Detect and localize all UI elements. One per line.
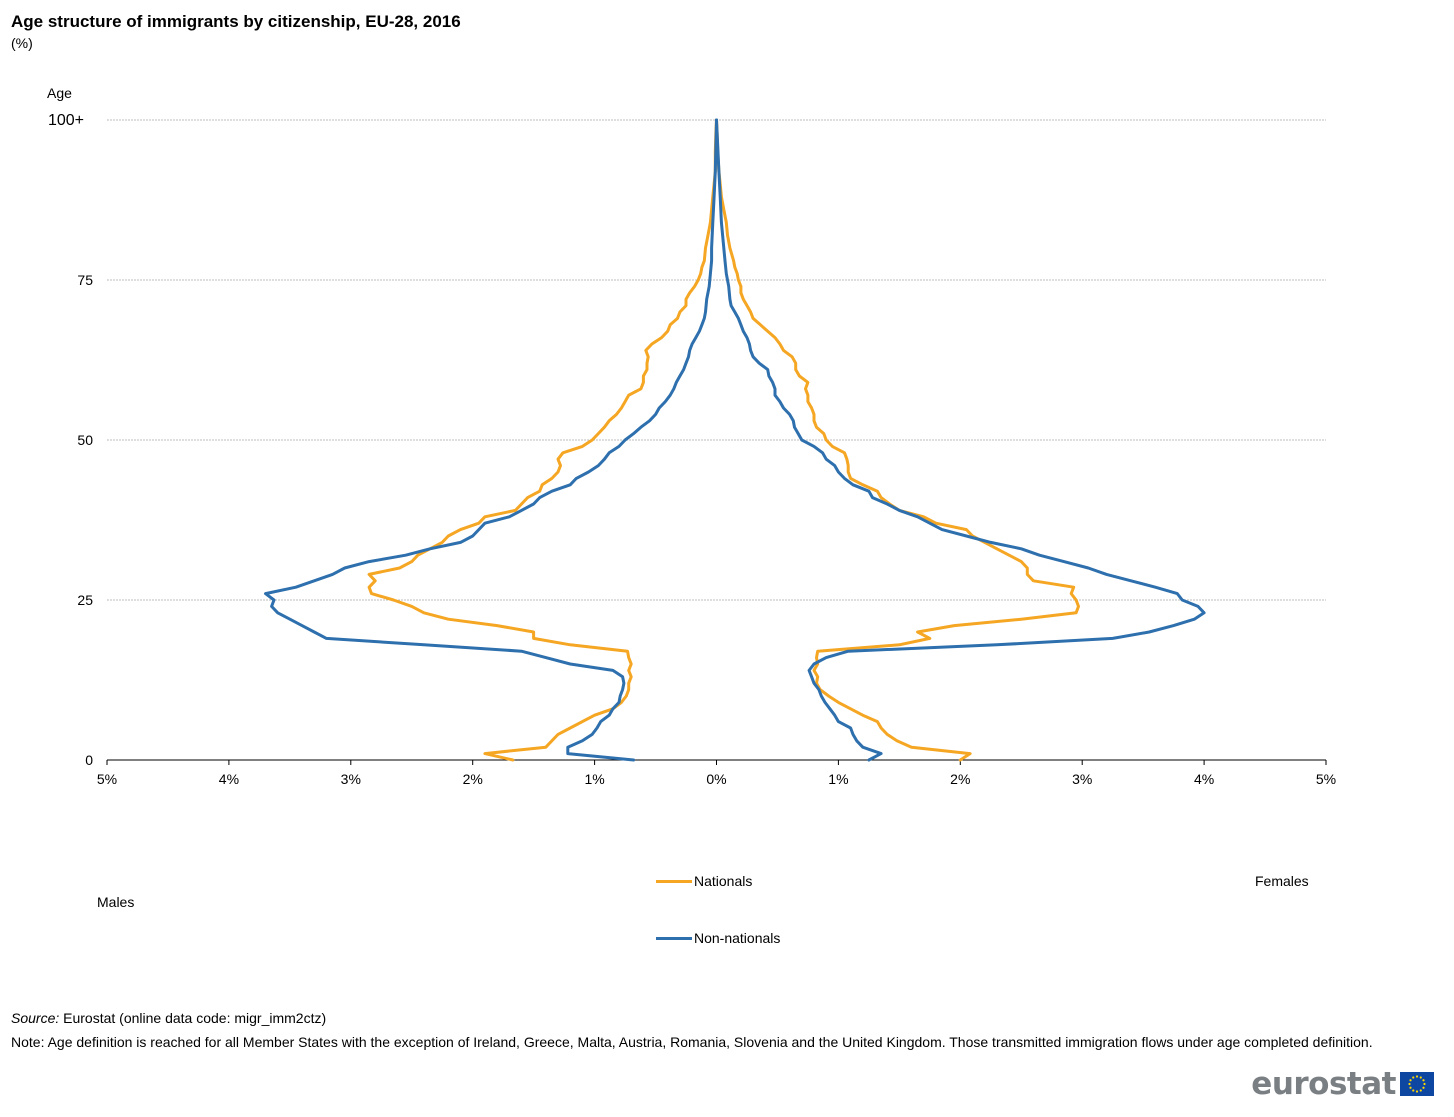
flag-star	[1412, 1076, 1415, 1079]
x-tick-label-10: 5%	[1316, 771, 1336, 787]
x-tick-label-7: 2%	[950, 771, 970, 787]
legend-item-nationals[interactable]: Nationals	[656, 873, 752, 889]
legend-swatch-non-nationals	[656, 936, 692, 940]
flag-star	[1419, 1089, 1422, 1092]
flag-star	[1408, 1082, 1411, 1086]
eurostat-logo: eurostat	[1251, 1066, 1434, 1102]
flag-star	[1422, 1079, 1425, 1082]
females-label: Females	[1255, 873, 1309, 889]
gridlines	[107, 119, 1326, 601]
flag-star	[1419, 1076, 1422, 1079]
chart-title: Age structure of immigrants by citizensh…	[11, 12, 461, 31]
x-tick-label-6: 1%	[828, 771, 848, 787]
series-line-nationals-females	[715, 118, 1080, 762]
note-text: Note: Age definition is reached for all …	[11, 1034, 1373, 1050]
x-tick-label-5: 0%	[706, 771, 726, 787]
series-line-non-nationals-males	[264, 118, 718, 762]
x-tick-label-0: 5%	[97, 771, 117, 787]
flag-star	[1415, 1090, 1419, 1093]
flag-star	[1415, 1075, 1419, 1078]
flag-star	[1409, 1086, 1412, 1089]
males-label: Males	[97, 894, 135, 910]
legend-label-non-nationals: Non-nationals	[694, 930, 781, 946]
eurostat-wordmark: eurostat	[1251, 1066, 1396, 1102]
source-line: Source: Eurostat (online data code: migr…	[11, 1010, 326, 1026]
x-tick-label-2: 3%	[341, 771, 361, 787]
y-tick-label-50: 50	[77, 432, 93, 448]
flag-star	[1422, 1086, 1425, 1089]
x-tick-label-4: 1%	[584, 771, 604, 787]
flag-star	[1409, 1079, 1412, 1082]
source-label: Source:	[11, 1010, 60, 1026]
chart-subtitle: (%)	[11, 35, 33, 51]
y-tick-label-75: 75	[77, 272, 93, 288]
source-text: Eurostat (online data code: migr_imm2ctz…	[63, 1010, 327, 1026]
legend-swatch-nationals	[656, 879, 692, 883]
y-tick-label-100: 100+	[48, 112, 84, 129]
flag-star	[1423, 1082, 1426, 1086]
eu-flag-icon	[1400, 1072, 1434, 1096]
flag-star	[1412, 1089, 1415, 1092]
y-axis-title: Age	[47, 85, 72, 101]
legend-label-nationals: Nationals	[694, 873, 753, 889]
x-tick-label-8: 3%	[1072, 771, 1092, 787]
x-tick-label-1: 4%	[219, 771, 239, 787]
x-tick-label-9: 4%	[1194, 771, 1214, 787]
x-axis: 0 25 50 75 100+ 5% 4% 3% 2% 1% 0% 1% 2% 3% 4% 5%	[48, 112, 1336, 787]
x-tick-label-3: 2%	[463, 771, 483, 787]
series-line-non-nationals-females	[715, 118, 1206, 762]
y-tick-label-25: 25	[77, 592, 93, 608]
series-line-nationals-males	[367, 118, 718, 762]
legend-item-non-nationals[interactable]: Non-nationals	[656, 930, 780, 946]
y-tick-label-0: 0	[85, 752, 93, 768]
series-lines	[264, 118, 1206, 762]
